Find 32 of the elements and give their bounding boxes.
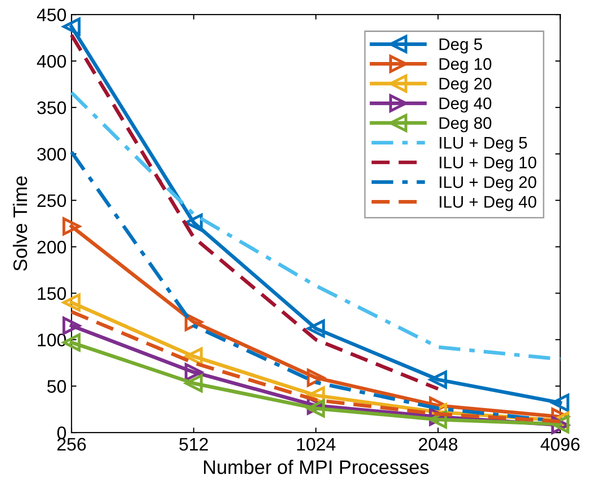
legend-label: Deg 10: [440, 58, 492, 74]
point: [184, 374, 203, 392]
legend-label: ILU + Deg 5: [440, 137, 527, 152]
y-tick-label: 250: [37, 194, 66, 208]
y-axis-title: Solve Time: [12, 176, 28, 271]
y-tick-label: 50: [47, 380, 66, 393]
y-tick-label: 200: [37, 240, 66, 254]
point: [429, 370, 448, 389]
y-tick-label: 150: [38, 287, 66, 300]
y-tick-label: 350: [37, 101, 66, 114]
point: [184, 363, 203, 382]
legend-label: ILU + Deg 40: [440, 196, 536, 212]
y-tick-label: 300: [37, 148, 66, 161]
x-axis-title: Number of MPI Processes: [204, 460, 429, 474]
x-tick-label: 4096: [540, 438, 580, 451]
legend-label: Deg 20: [440, 78, 492, 93]
x-tick-label: 1024: [297, 438, 336, 451]
legend-label: Deg 80: [440, 117, 492, 132]
x-tick-label: 256: [57, 438, 86, 451]
legend-label: Deg 5: [440, 38, 482, 54]
point: [62, 217, 81, 236]
point: [551, 394, 570, 412]
x-tick-label: 512: [179, 438, 208, 451]
y-tick-label: 400: [36, 54, 66, 68]
legend-label: ILU + Deg 20: [440, 176, 536, 192]
point: [62, 316, 81, 335]
point: [306, 319, 325, 338]
point: [306, 368, 325, 387]
legend-label: Deg 40: [440, 97, 492, 113]
x-tick-label: 2048: [418, 438, 458, 451]
legend-label: ILU + Deg 10: [440, 156, 536, 172]
y-tick-label: 450: [36, 8, 66, 22]
